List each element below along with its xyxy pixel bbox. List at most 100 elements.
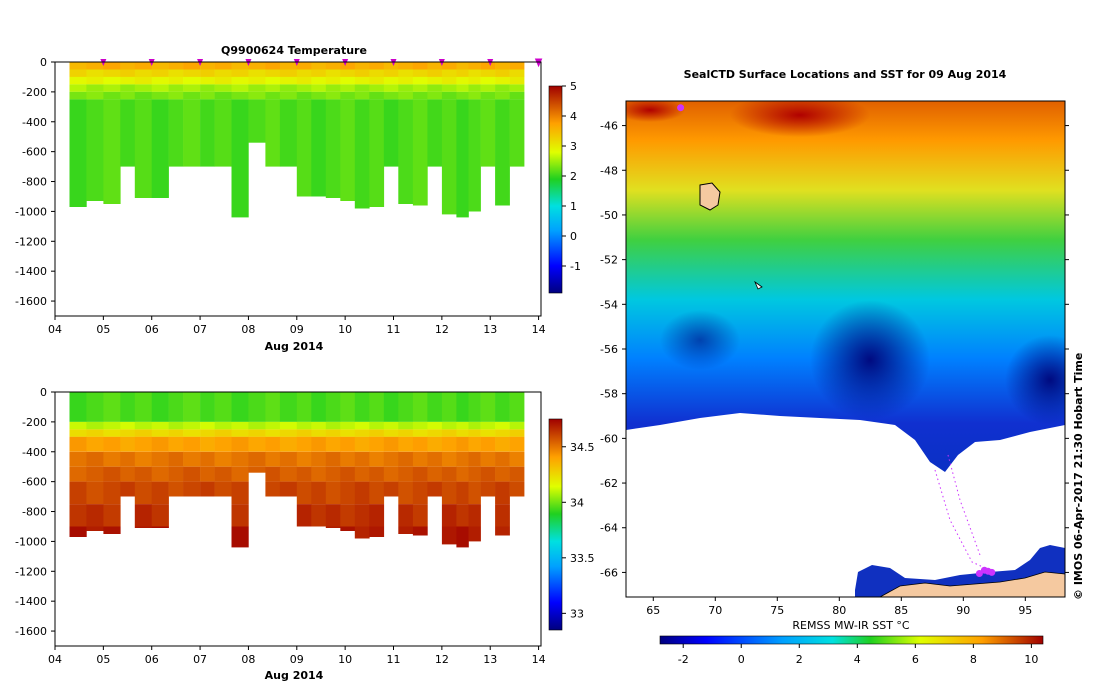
lon-tick-label: 85 <box>894 604 908 617</box>
profile-cell <box>248 76 266 85</box>
profile-cell <box>279 466 298 482</box>
profile-cell <box>383 99 399 167</box>
seal-position <box>677 104 685 112</box>
profile-cell <box>468 451 481 467</box>
profile-cell <box>296 99 312 197</box>
profile-cell <box>412 436 428 452</box>
profile-cell <box>412 504 428 527</box>
profile-cell <box>325 392 341 422</box>
profile-cell <box>325 504 341 527</box>
profile-cell <box>231 62 249 70</box>
profile-cell <box>151 526 169 528</box>
profile-cell <box>265 429 281 437</box>
profile-cell <box>383 62 399 70</box>
profile-cell <box>427 451 443 467</box>
profile-cell <box>296 69 312 77</box>
profile-cell <box>495 466 510 482</box>
profile-cell <box>279 429 298 437</box>
profile-cell <box>383 76 399 85</box>
temperature-section-title: Q9900624 Temperature <box>221 44 367 57</box>
profile-cell <box>265 62 281 70</box>
profile-cell <box>480 99 496 167</box>
y-tick-label: -1000 <box>15 205 47 218</box>
profile-cell <box>325 429 341 437</box>
profile-cell <box>265 99 281 167</box>
profile-cell <box>214 466 232 482</box>
profile-cell <box>168 451 184 467</box>
profile-cell <box>69 504 87 527</box>
profile-cell <box>279 91 298 100</box>
lon-tick-label: 70 <box>708 604 722 617</box>
profile-cell <box>151 421 169 430</box>
profile-cell <box>214 76 232 85</box>
profile-cell <box>354 62 370 70</box>
profile-cell <box>311 436 327 452</box>
profile-cell <box>412 62 428 70</box>
profile-cell <box>168 99 184 167</box>
profile-cell <box>495 421 510 430</box>
profile-cell <box>340 84 356 92</box>
profile-cell <box>354 76 370 85</box>
profile-cell <box>183 99 201 167</box>
profile-cell <box>168 466 184 482</box>
profile-cell <box>120 84 136 92</box>
profile-cell <box>369 466 385 482</box>
profile-cell <box>468 91 481 100</box>
profile-cell <box>183 62 201 70</box>
profile-cell <box>354 392 370 422</box>
profile-cell <box>369 526 385 537</box>
profile-cell <box>480 481 496 497</box>
salinity-colorbar <box>548 418 563 631</box>
profile-cell <box>296 436 312 452</box>
colorbar-tick-label: 3 <box>570 140 577 153</box>
profile-cell <box>495 76 510 85</box>
profile-cell <box>134 84 152 92</box>
profile-cell <box>200 76 215 85</box>
lat-tick-label: -50 <box>600 209 618 222</box>
profile-cell <box>200 392 215 422</box>
profile-cell <box>134 392 152 422</box>
profile-cell <box>86 421 104 430</box>
profile-cell <box>120 392 136 422</box>
profile-cell <box>456 466 469 482</box>
profile-cell <box>495 91 510 100</box>
profile-cell <box>69 421 87 430</box>
profile-cell <box>456 69 469 77</box>
profile-cell <box>279 69 298 77</box>
profile-cell <box>340 526 356 531</box>
profile-cell <box>340 392 356 422</box>
profile-cell <box>200 421 215 430</box>
y-tick-label: -400 <box>22 116 47 129</box>
profile-cell <box>103 466 121 482</box>
profile-cell <box>311 466 327 482</box>
x-tick-label: 07 <box>193 653 207 666</box>
profile-cell <box>86 451 104 467</box>
profile-cell <box>265 76 281 85</box>
profile-cell <box>168 436 184 452</box>
profile-cell <box>340 504 356 527</box>
profile-cell <box>468 526 481 542</box>
profile-cell <box>354 91 370 100</box>
profile-cell <box>265 466 281 482</box>
profile-cell <box>265 481 281 497</box>
antarctica-land <box>879 571 1065 597</box>
profile-cell <box>134 436 152 452</box>
salinity-y-axis: 0 -200 -400 -600 -800 -1000 -1200 -1400 -1600 <box>15 386 55 638</box>
profile-cell <box>383 466 399 482</box>
profile-cell <box>200 91 215 100</box>
profile-cell <box>495 526 510 536</box>
profile-cell <box>325 481 341 504</box>
profile-cell <box>214 481 232 497</box>
profile-cell <box>369 421 385 430</box>
profile-cell <box>86 84 104 92</box>
profile-cell <box>69 481 87 504</box>
profile-cell <box>248 451 266 467</box>
lat-tick-label: -56 <box>600 343 618 356</box>
profile-cell <box>354 466 370 482</box>
profile-cell <box>296 62 312 70</box>
salinity-x-label: Aug 2014 <box>265 669 324 682</box>
profile-cell <box>441 62 457 70</box>
profile-cell <box>231 84 249 92</box>
seal-position <box>988 568 996 576</box>
profile-cell <box>134 76 152 85</box>
